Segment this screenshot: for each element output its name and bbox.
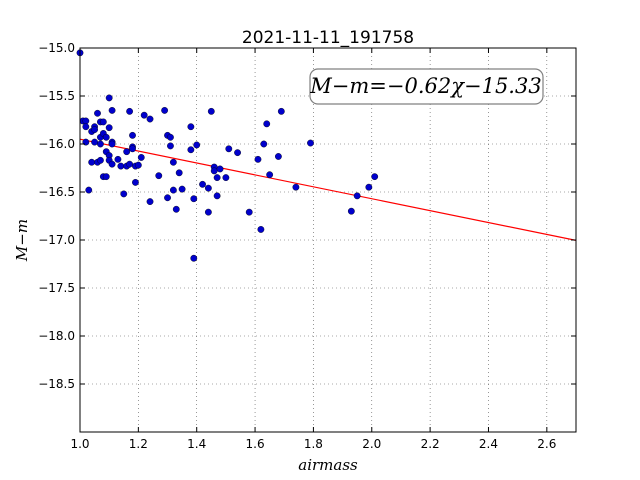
data-point (105, 124, 113, 132)
data-point (85, 186, 93, 194)
data-point (169, 158, 177, 166)
data-point (199, 180, 206, 188)
x-tick-label: 1.0 (70, 437, 89, 451)
data-point (82, 117, 90, 125)
data-point (108, 107, 116, 114)
data-point (129, 131, 136, 139)
annotation-box (309, 68, 544, 105)
data-points (76, 49, 379, 262)
data-point (91, 138, 98, 146)
data-point (134, 161, 142, 169)
data-point (132, 178, 139, 186)
data-point (94, 109, 101, 117)
data-point (347, 207, 355, 215)
fit-annotation: M−m=−0.62χ−15.33 (309, 68, 544, 105)
data-point (216, 165, 224, 173)
data-point (82, 123, 90, 131)
data-point (187, 146, 195, 154)
data-point (117, 162, 125, 170)
data-point (108, 140, 116, 148)
data-point (88, 158, 96, 166)
data-point (126, 107, 134, 115)
data-point (126, 160, 134, 168)
x-tick-label: 2.0 (362, 437, 381, 451)
x-tick-label: 2.2 (421, 437, 440, 451)
y-tick-label: −16.0 (38, 137, 75, 151)
data-point (167, 133, 174, 141)
x-tick-label: 1.8 (304, 437, 323, 451)
data-point (222, 174, 230, 182)
data-point (137, 154, 145, 161)
data-point (263, 120, 271, 128)
data-point (190, 254, 198, 262)
data-point (210, 167, 218, 175)
y-tick-label: −18.0 (38, 329, 75, 343)
fit-equation: M−m=−0.62χ−15.33 (309, 74, 541, 98)
data-point (97, 140, 104, 148)
data-point (353, 192, 361, 200)
data-point (99, 118, 107, 126)
data-point (371, 173, 379, 181)
data-point (187, 123, 195, 131)
data-point (102, 133, 110, 141)
y-tick-label: −18.5 (38, 377, 75, 391)
data-point (108, 160, 116, 168)
data-point (213, 192, 221, 200)
data-point (292, 183, 300, 191)
x-tick-label: 1.2 (129, 437, 148, 451)
data-point (167, 142, 174, 150)
data-point (175, 169, 183, 177)
data-point (257, 226, 265, 233)
data-point (123, 148, 131, 156)
data-point (120, 190, 128, 198)
data-point (114, 155, 122, 163)
data-point (245, 208, 253, 216)
data-point (204, 184, 212, 192)
data-point (254, 155, 262, 163)
data-point (172, 205, 180, 213)
data-point (234, 149, 241, 157)
axis-ticks: 1.0 1.2 1.4 1.6 1.8 2.0 2.2 2.4 2.6 −15.0 −15.5 −16… (38, 41, 576, 451)
data-point (146, 115, 154, 123)
data-point (155, 172, 163, 180)
data-point (164, 194, 171, 202)
data-point (140, 111, 148, 119)
data-point (266, 171, 274, 179)
fit-line-layer (79, 138, 577, 241)
fit-line (79, 138, 577, 241)
data-point (213, 174, 221, 182)
x-tick-label: 1.6 (246, 437, 265, 451)
data-point (97, 156, 104, 164)
data-point (105, 94, 113, 102)
data-point (365, 183, 373, 191)
data-point (277, 107, 285, 115)
data-point (91, 126, 98, 134)
data-point (146, 198, 154, 206)
y-tick-label: −16.5 (38, 185, 75, 199)
data-point (274, 153, 282, 160)
data-point (129, 145, 136, 153)
chart-title: 2021-11-11_191758 (242, 28, 414, 48)
x-tick-label: 2.4 (479, 437, 498, 451)
data-point (225, 145, 233, 153)
y-tick-label: −15.0 (38, 41, 75, 55)
data-point (307, 139, 314, 147)
data-point (178, 185, 186, 193)
data-point (204, 208, 212, 216)
x-tick-label: 2.6 (537, 437, 556, 451)
y-tick-label: −15.5 (38, 89, 75, 103)
data-point (169, 186, 177, 194)
data-point (260, 140, 268, 148)
data-point (193, 141, 201, 149)
y-axis-label: M−m (13, 219, 31, 262)
x-tick-label: 1.4 (187, 437, 206, 451)
x-axis-label: airmass (298, 456, 358, 474)
y-tick-label: −17.5 (38, 281, 75, 295)
data-point (190, 195, 198, 203)
data-point (102, 173, 110, 181)
y-tick-label: −17.0 (38, 233, 75, 247)
data-point (161, 107, 169, 114)
data-point (207, 107, 215, 115)
